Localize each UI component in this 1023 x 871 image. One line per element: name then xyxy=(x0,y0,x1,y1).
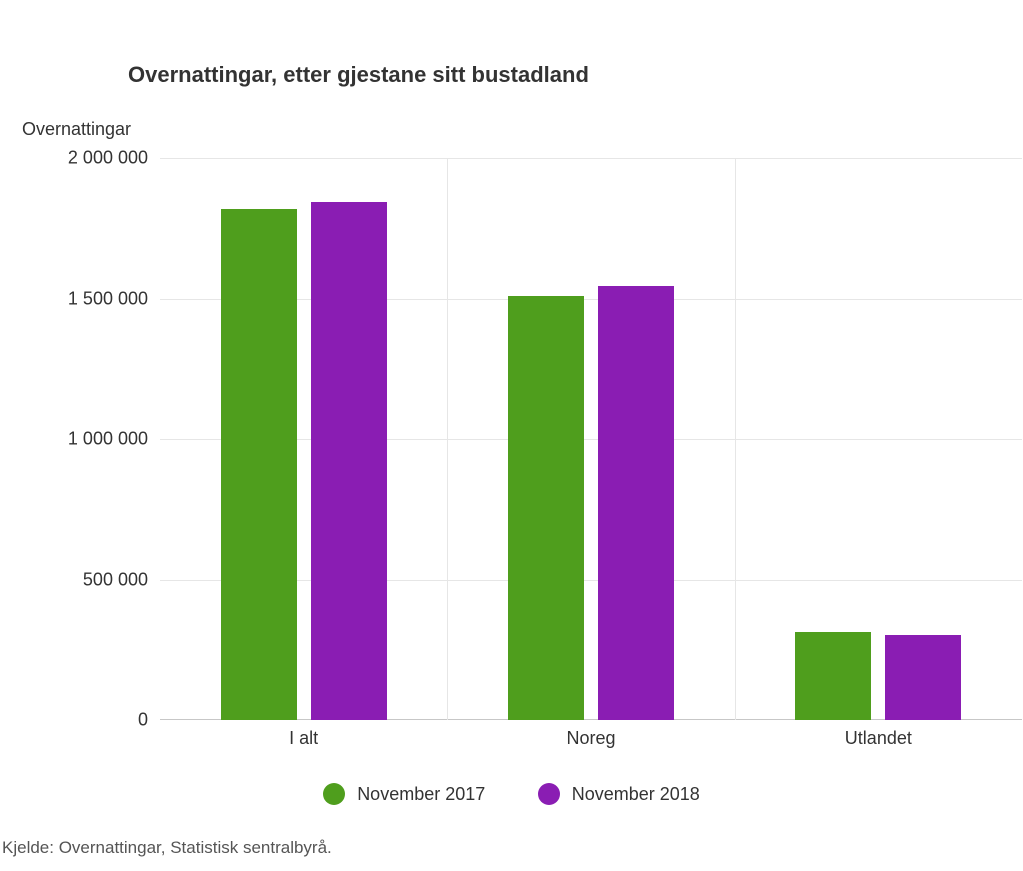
plot-area xyxy=(160,158,1022,720)
legend: November 2017 November 2018 xyxy=(0,783,1023,810)
bar xyxy=(311,202,387,720)
legend-marker-2018 xyxy=(538,783,560,805)
y-tick-label: 1 500 000 xyxy=(68,288,148,309)
legend-label-2017: November 2017 xyxy=(357,784,485,805)
x-tick-label: Noreg xyxy=(566,728,615,749)
y-tick-label: 1 000 000 xyxy=(68,429,148,450)
panel-divider xyxy=(735,158,736,720)
y-tick-label: 2 000 000 xyxy=(68,148,148,169)
legend-item-2018: November 2018 xyxy=(538,783,700,805)
legend-item-2017: November 2017 xyxy=(323,783,485,805)
x-tick-label: I alt xyxy=(289,728,318,749)
chart-container: Overnattingar, etter gjestane sitt busta… xyxy=(0,0,1023,871)
y-tick-label: 0 xyxy=(138,710,148,731)
bar xyxy=(598,286,674,720)
source-text: Kjelde: Overnattingar, Statistisk sentra… xyxy=(2,838,332,858)
legend-marker-2017 xyxy=(323,783,345,805)
y-tick-label: 500 000 xyxy=(83,569,148,590)
bar xyxy=(885,635,961,720)
bar xyxy=(221,209,297,720)
y-axis-title: Overnattingar xyxy=(22,119,131,140)
x-tick-label: Utlandet xyxy=(845,728,912,749)
chart-title: Overnattingar, etter gjestane sitt busta… xyxy=(128,62,589,88)
bar xyxy=(508,296,584,720)
legend-label-2018: November 2018 xyxy=(572,784,700,805)
panel-divider xyxy=(447,158,448,720)
bar xyxy=(795,632,871,721)
gridline xyxy=(160,158,1022,159)
